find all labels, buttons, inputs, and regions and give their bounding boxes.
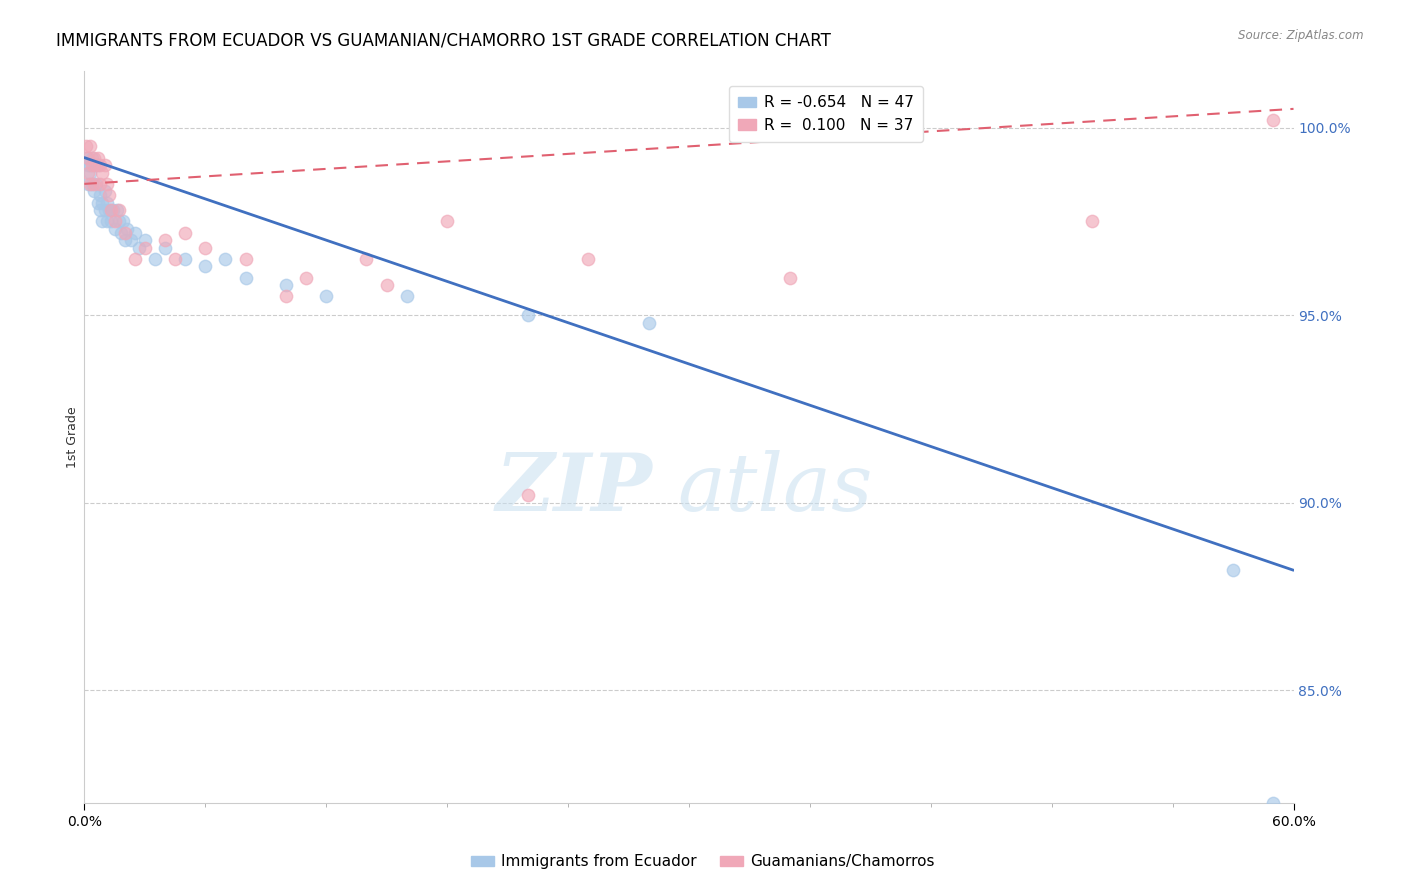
Point: [77, 166, 100, 180]
Point: [101, 203, 124, 218]
Point: [87, 195, 110, 210]
Point: [83, 151, 105, 165]
Legend: Immigrants from Ecuador, Guamanians/Chamorros: Immigrants from Ecuador, Guamanians/Cham…: [465, 848, 941, 875]
Point: [89, 188, 111, 202]
Point: [1222, 563, 1244, 577]
Point: [395, 289, 418, 303]
Point: [93, 203, 115, 218]
Point: [516, 488, 538, 502]
Point: [75, 139, 97, 153]
Point: [83, 158, 105, 172]
Point: [174, 252, 197, 266]
Point: [100, 214, 122, 228]
Point: [96, 177, 118, 191]
Point: [91, 166, 114, 180]
Point: [97, 188, 120, 202]
Point: [96, 214, 118, 228]
Point: [779, 270, 801, 285]
Point: [96, 195, 118, 210]
Point: [114, 226, 136, 240]
Point: [104, 214, 127, 228]
Point: [235, 270, 257, 285]
Point: [516, 308, 538, 322]
Point: [89, 177, 111, 191]
Point: [1263, 113, 1285, 128]
Point: [111, 214, 134, 228]
Point: [82, 177, 104, 191]
Point: [174, 226, 197, 240]
Point: [87, 151, 110, 165]
Point: [100, 203, 122, 218]
Point: [91, 214, 114, 228]
Point: [83, 177, 105, 191]
Text: Source: ZipAtlas.com: Source: ZipAtlas.com: [1239, 29, 1364, 42]
Point: [82, 158, 104, 172]
Point: [194, 260, 217, 274]
Point: [107, 214, 129, 228]
Point: [97, 203, 120, 218]
Point: [114, 233, 136, 247]
Point: [274, 289, 297, 303]
Point: [576, 252, 599, 266]
Point: [274, 278, 297, 293]
Point: [143, 252, 166, 266]
Point: [1081, 214, 1104, 228]
Point: [75, 151, 97, 165]
Point: [436, 214, 458, 228]
Point: [115, 222, 138, 236]
Point: [86, 158, 108, 172]
Point: [79, 139, 101, 153]
Point: [128, 241, 150, 255]
Point: [153, 233, 176, 247]
Point: [93, 158, 115, 172]
Text: IMMIGRANTS FROM ECUADOR VS GUAMANIAN/CHAMORRO 1ST GRADE CORRELATION CHART: IMMIGRANTS FROM ECUADOR VS GUAMANIAN/CHA…: [56, 31, 831, 49]
Point: [165, 252, 187, 266]
Text: atlas: atlas: [676, 450, 872, 527]
Point: [77, 158, 100, 172]
Point: [110, 226, 132, 240]
Point: [1263, 796, 1285, 810]
Point: [87, 158, 110, 172]
Point: [104, 222, 127, 236]
Point: [89, 158, 111, 172]
Point: [153, 241, 176, 255]
Point: [93, 185, 115, 199]
Point: [637, 316, 659, 330]
Point: [295, 270, 318, 285]
Point: [79, 158, 101, 172]
Text: ZIP: ZIP: [496, 450, 652, 527]
Point: [120, 233, 142, 247]
Point: [134, 233, 156, 247]
Point: [105, 203, 128, 218]
Point: [107, 203, 129, 218]
Y-axis label: 1st Grade: 1st Grade: [66, 406, 79, 468]
Point: [79, 177, 101, 191]
Point: [214, 252, 236, 266]
Point: [134, 241, 156, 255]
Point: [124, 252, 146, 266]
Point: [315, 289, 337, 303]
Point: [375, 278, 398, 293]
Legend: R = -0.654   N = 47, R =  0.100   N = 37: R = -0.654 N = 47, R = 0.100 N = 37: [728, 87, 924, 143]
Point: [82, 151, 104, 165]
Point: [194, 241, 217, 255]
Point: [86, 177, 108, 191]
Point: [91, 195, 114, 210]
Point: [235, 252, 257, 266]
Point: [356, 252, 378, 266]
Point: [89, 203, 111, 218]
Point: [83, 185, 105, 199]
Point: [77, 177, 100, 191]
Point: [124, 226, 146, 240]
Point: [79, 166, 101, 180]
Point: [77, 151, 100, 165]
